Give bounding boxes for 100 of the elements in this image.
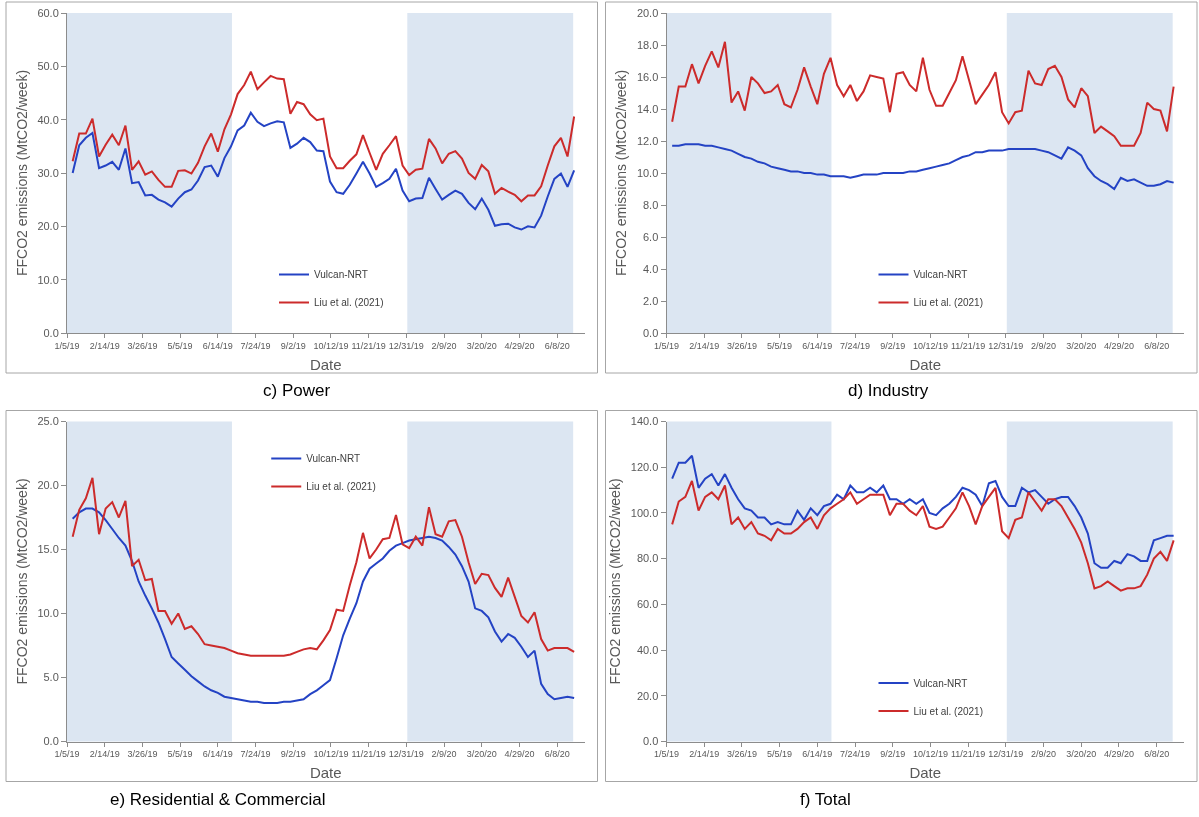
x-tick-label: 3/20/20 [1066, 749, 1097, 760]
y-tick-label: 60.0 [37, 6, 59, 19]
x-tick-label: 5/5/19 [167, 749, 193, 760]
x-tick-label: 11/21/19 [950, 340, 986, 351]
legend-label: Vulcan-NRT [306, 453, 361, 465]
x-tick-label: 4/29/20 [504, 340, 535, 351]
x-tick-label: 7/24/19 [840, 749, 871, 760]
x-tick-label: 4/29/20 [1103, 749, 1134, 760]
x-axis-title: Date [909, 764, 942, 782]
y-tick-label: 12.0 [636, 134, 659, 147]
x-tick-label: 2/9/20 [431, 340, 457, 351]
x-tick-label: 1/5/19 [653, 340, 680, 351]
x-tick-label: 3/20/20 [1066, 340, 1097, 351]
x-tick-label: 2/9/20 [1031, 749, 1057, 760]
text: c) Power [263, 381, 331, 400]
legend-label: Liu et al. (2021) [913, 297, 983, 309]
x-tick-label: 2/9/20 [431, 749, 457, 760]
x-tick-label: 9/2/19 [280, 340, 306, 351]
y-tick-label: 20.0 [37, 479, 59, 492]
x-tick-label: 10/12/19 [313, 749, 349, 760]
y-tick-label: 8.0 [643, 198, 659, 211]
x-axis-title: Date [309, 355, 342, 373]
line-series [71, 70, 576, 203]
y-tick-label: 25.0 [37, 415, 59, 428]
x-tick-label: 12/31/19 [988, 340, 1024, 351]
x-tick-label: 12/31/19 [388, 749, 424, 760]
y-tick-label: 100.0 [630, 506, 659, 519]
text: d) Industry [848, 381, 929, 400]
y-tick-label: 80.0 [636, 552, 659, 565]
x-tick-label: 4/29/20 [1103, 340, 1134, 351]
x-tick-label: 10/12/19 [313, 340, 349, 351]
y-tick-label: 60.0 [636, 598, 659, 611]
y-tick-label: 5.0 [43, 671, 59, 684]
text: e) Residential & Commercial [110, 790, 326, 809]
line-series [671, 143, 1175, 190]
line-series [671, 40, 1175, 147]
y-tick-label: 0.0 [43, 735, 59, 748]
y-tick-label: 50.0 [37, 60, 59, 73]
x-tick-label: 6/8/20 [1144, 340, 1170, 351]
legend-label: Liu et al. (2021) [306, 481, 376, 493]
x-tick-label: 7/24/19 [240, 340, 271, 351]
y-tick-label: 0.0 [643, 326, 659, 339]
x-tick-label: 2/14/19 [89, 749, 120, 760]
legend-label: Vulcan-NRT [913, 677, 968, 689]
x-tick-label: 6/14/19 [802, 340, 833, 351]
y-tick-label: 40.0 [636, 643, 659, 656]
x-tick-label: 2/14/19 [689, 749, 720, 760]
x-tick-label: 3/26/19 [127, 749, 158, 760]
x-tick-label: 1/5/19 [653, 749, 680, 760]
legend-label: Liu et al. (2021) [913, 705, 983, 717]
y-tick-label: 0.0 [643, 735, 659, 748]
x-tick-label: 1/5/19 [54, 749, 80, 760]
legend-label: Vulcan-NRT [314, 269, 368, 281]
x-tick-label: 3/20/20 [466, 749, 497, 760]
x-tick-label: 11/21/19 [351, 749, 386, 760]
x-tick-label: 3/20/20 [466, 340, 497, 351]
y-tick-label: 2.0 [643, 294, 659, 307]
x-tick-label: 12/31/19 [988, 749, 1024, 760]
y-tick-label: 18.0 [636, 38, 659, 51]
x-tick-label: 7/24/19 [240, 749, 271, 760]
x-tick-label: 6/8/20 [544, 340, 570, 351]
legend-label: Liu et al. (2021) [314, 297, 384, 309]
x-tick-label: 6/14/19 [202, 340, 233, 351]
x-tick-label: 6/14/19 [202, 749, 233, 760]
y-tick-label: 20.0 [37, 220, 59, 233]
x-tick-label: 6/8/20 [1144, 749, 1170, 760]
x-tick-label: 12/31/19 [388, 340, 424, 351]
y-tick-label: 14.0 [636, 102, 659, 115]
y-tick-label: 20.0 [636, 689, 659, 702]
y-tick-label: 120.0 [630, 461, 659, 474]
x-tick-label: 3/26/19 [726, 749, 757, 760]
x-tick-label: 3/26/19 [127, 340, 158, 351]
x-tick-label: 2/14/19 [89, 340, 120, 351]
x-axis-title: Date [909, 355, 942, 373]
y-axis-title: FFCO2 emissions (MtCO2/week) [13, 478, 30, 685]
y-tick-label: 140.0 [630, 415, 659, 428]
x-tick-label: 3/26/19 [726, 340, 757, 351]
y-tick-label: 10.0 [636, 166, 659, 179]
x-tick-label: 1/5/19 [54, 340, 80, 351]
text: f) Total [800, 790, 851, 809]
y-tick-label: 30.0 [37, 166, 59, 179]
y-tick-label: 40.0 [37, 113, 59, 126]
y-tick-label: 10.0 [37, 607, 59, 620]
x-tick-label: 5/5/19 [167, 340, 193, 351]
y-tick-label: 10.0 [37, 273, 59, 286]
line-series [671, 479, 1175, 592]
line-series [71, 476, 576, 657]
y-axis-title: FFCO2 emissions (MtCO2/week) [607, 478, 624, 685]
y-tick-label: 4.0 [643, 262, 659, 275]
y-tick-label: 20.0 [636, 6, 659, 19]
y-axis-title: FFCO2 emissions (MtCO2/week) [13, 69, 30, 277]
x-tick-label: 2/14/19 [689, 340, 720, 351]
x-tick-label: 9/2/19 [880, 340, 906, 351]
legend-label: Vulcan-NRT [913, 269, 968, 281]
x-tick-label: 5/5/19 [767, 749, 793, 760]
x-tick-label: 10/12/19 [912, 749, 948, 760]
y-tick-label: 16.0 [636, 70, 659, 83]
x-tick-label: 6/8/20 [544, 749, 570, 760]
y-tick-label: 15.0 [37, 543, 59, 556]
x-tick-label: 9/2/19 [880, 749, 906, 760]
